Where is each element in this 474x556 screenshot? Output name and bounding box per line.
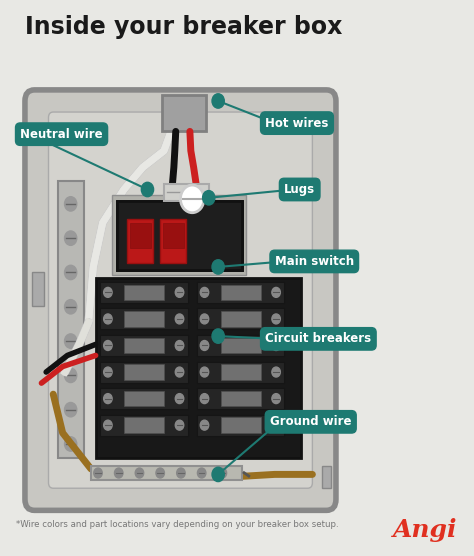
Circle shape — [94, 468, 102, 478]
Bar — [96, 278, 301, 458]
Circle shape — [64, 368, 77, 383]
Bar — [197, 388, 284, 409]
Circle shape — [200, 314, 209, 324]
Bar — [220, 337, 261, 353]
Circle shape — [200, 394, 209, 404]
Bar — [220, 391, 261, 406]
Circle shape — [218, 468, 227, 478]
Bar — [220, 285, 261, 300]
Circle shape — [104, 420, 112, 430]
Circle shape — [175, 394, 184, 404]
Bar — [197, 361, 284, 383]
Circle shape — [212, 329, 224, 343]
Bar — [117, 201, 242, 270]
Bar — [220, 364, 261, 380]
Bar — [127, 219, 153, 263]
Text: Ground wire: Ground wire — [270, 415, 352, 428]
Circle shape — [64, 403, 77, 417]
Bar — [164, 184, 209, 201]
FancyBboxPatch shape — [25, 90, 336, 510]
Text: Inside your breaker box: Inside your breaker box — [25, 15, 342, 39]
Circle shape — [202, 191, 215, 205]
Text: Lugs: Lugs — [284, 183, 315, 196]
Bar — [124, 364, 164, 380]
Bar — [124, 337, 164, 353]
Text: Circuit breakers: Circuit breakers — [265, 332, 372, 345]
Bar — [58, 181, 84, 458]
Circle shape — [175, 420, 184, 430]
Text: Hot wires: Hot wires — [265, 117, 328, 130]
Circle shape — [64, 437, 77, 451]
Bar — [112, 195, 246, 275]
Bar — [197, 335, 284, 356]
Circle shape — [212, 94, 224, 108]
Circle shape — [64, 197, 77, 211]
Bar — [130, 222, 151, 247]
Circle shape — [104, 394, 112, 404]
Bar — [160, 219, 186, 263]
FancyBboxPatch shape — [48, 112, 312, 488]
Circle shape — [141, 182, 154, 197]
Bar — [100, 388, 188, 409]
Circle shape — [64, 334, 77, 348]
Circle shape — [104, 367, 112, 377]
Circle shape — [200, 367, 209, 377]
Circle shape — [64, 300, 77, 314]
Bar — [124, 285, 164, 300]
Bar — [91, 466, 242, 480]
Circle shape — [177, 468, 185, 478]
Bar — [124, 311, 164, 327]
Bar — [197, 282, 284, 303]
Circle shape — [104, 314, 112, 324]
Circle shape — [272, 314, 280, 324]
Circle shape — [175, 314, 184, 324]
Circle shape — [64, 231, 77, 245]
Bar — [220, 311, 261, 327]
Bar — [117, 201, 242, 270]
Bar — [197, 309, 284, 330]
Bar — [32, 272, 44, 306]
Bar — [162, 96, 206, 131]
Bar — [163, 222, 184, 247]
Bar — [124, 418, 164, 433]
Circle shape — [135, 468, 144, 478]
Bar — [124, 391, 164, 406]
Circle shape — [64, 265, 77, 280]
Circle shape — [200, 420, 209, 430]
Circle shape — [175, 287, 184, 297]
Circle shape — [212, 467, 224, 481]
Text: Main switch: Main switch — [275, 255, 354, 268]
Bar — [100, 361, 188, 383]
Text: *Wire colors and part locations vary depending on your breaker box setup.: *Wire colors and part locations vary dep… — [16, 520, 338, 529]
Bar — [322, 466, 331, 488]
Text: Neutral wire: Neutral wire — [20, 128, 103, 141]
Circle shape — [272, 367, 280, 377]
Circle shape — [104, 287, 112, 297]
Bar — [100, 415, 188, 436]
Circle shape — [156, 468, 164, 478]
Circle shape — [104, 340, 112, 350]
Circle shape — [175, 367, 184, 377]
Circle shape — [197, 468, 206, 478]
Circle shape — [115, 468, 123, 478]
Circle shape — [200, 340, 209, 350]
Circle shape — [200, 287, 209, 297]
Circle shape — [212, 260, 224, 274]
Bar — [220, 418, 261, 433]
Circle shape — [272, 394, 280, 404]
Bar — [100, 282, 188, 303]
Bar — [197, 415, 284, 436]
Circle shape — [175, 340, 184, 350]
Circle shape — [272, 287, 280, 297]
Circle shape — [272, 340, 280, 350]
Bar — [100, 309, 188, 330]
Circle shape — [272, 420, 280, 430]
Text: Angi: Angi — [393, 518, 458, 542]
Bar — [100, 335, 188, 356]
Circle shape — [181, 185, 204, 213]
